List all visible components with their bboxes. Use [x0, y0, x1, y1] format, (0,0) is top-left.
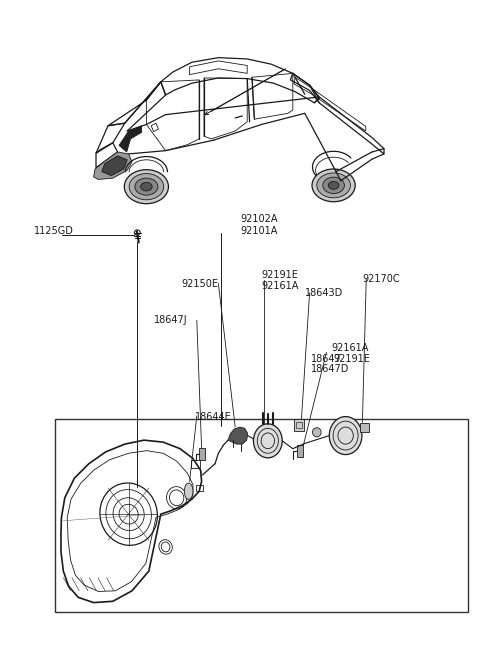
Text: 18643D: 18643D	[305, 288, 343, 298]
Text: 92150E: 92150E	[181, 278, 218, 289]
Bar	[191, 460, 200, 468]
Bar	[199, 448, 205, 460]
Text: 92191E: 92191E	[262, 270, 299, 280]
Ellipse shape	[253, 424, 282, 458]
Bar	[360, 423, 369, 432]
Ellipse shape	[323, 178, 344, 194]
Text: 18647D: 18647D	[311, 364, 349, 375]
Ellipse shape	[184, 483, 193, 499]
Text: 92191E: 92191E	[334, 354, 371, 364]
Text: 92170C: 92170C	[362, 274, 400, 284]
Ellipse shape	[328, 181, 339, 189]
Ellipse shape	[141, 183, 152, 191]
Bar	[196, 485, 203, 491]
Ellipse shape	[135, 178, 158, 195]
Ellipse shape	[329, 417, 362, 455]
Text: 18647J: 18647J	[154, 315, 187, 326]
Text: 92161A: 92161A	[331, 343, 369, 354]
Bar	[296, 422, 302, 428]
Text: 92101A: 92101A	[240, 225, 277, 236]
Bar	[297, 445, 303, 457]
Bar	[55, 419, 468, 612]
Ellipse shape	[312, 428, 321, 437]
Polygon shape	[119, 126, 142, 152]
Ellipse shape	[129, 174, 164, 200]
Ellipse shape	[124, 170, 168, 204]
Bar	[294, 419, 304, 431]
Text: 18644E: 18644E	[195, 412, 232, 422]
Polygon shape	[94, 152, 132, 179]
Text: 1125GD: 1125GD	[34, 225, 73, 236]
Polygon shape	[102, 156, 127, 176]
Text: 18647: 18647	[311, 354, 342, 364]
Text: 92102A: 92102A	[240, 214, 277, 224]
Text: 92161A: 92161A	[262, 280, 299, 291]
Ellipse shape	[312, 169, 355, 202]
Polygon shape	[228, 427, 248, 444]
Ellipse shape	[317, 173, 350, 198]
